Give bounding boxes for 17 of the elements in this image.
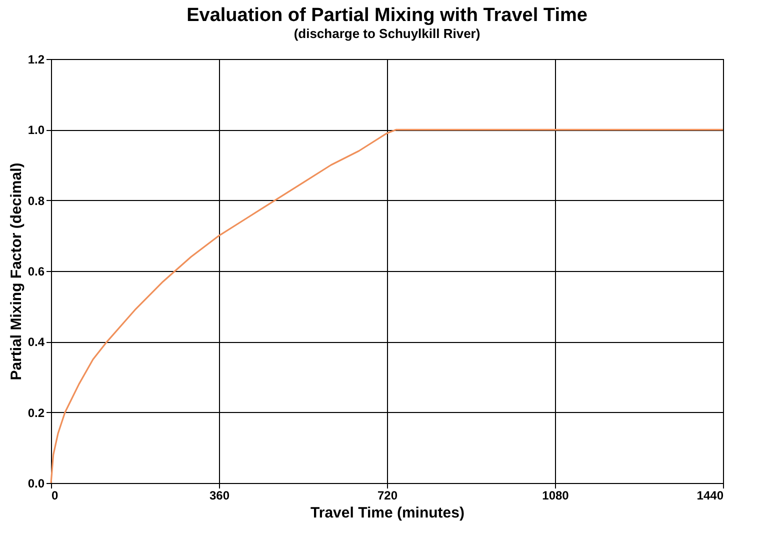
x-tick-label: 0 xyxy=(52,488,58,502)
x-tick-label: 720 xyxy=(377,488,398,502)
x-axis-title: Travel Time (minutes) xyxy=(310,504,464,522)
y-tick-label: 0.6 xyxy=(28,264,45,278)
line-series xyxy=(50,128,724,484)
y-tick-label: 1.2 xyxy=(28,52,45,66)
x-tick-label: 360 xyxy=(209,488,230,502)
y-tick-label: 0.2 xyxy=(28,406,45,420)
x-tick-label: 1080 xyxy=(542,488,570,502)
chart-title: Evaluation of Partial Mixing with Travel Time xyxy=(186,5,588,26)
y-axis-title: Partial Mixing Factor (decimal) xyxy=(8,162,25,380)
y-tick-label: 0.0 xyxy=(28,476,45,490)
y-tick-label: 1.0 xyxy=(28,123,45,138)
x-tick-label: 1440 xyxy=(696,488,724,502)
y-tick-label: 0.4 xyxy=(28,335,45,350)
chart-subtitle: (discharge to Schuylkill River) xyxy=(294,26,480,41)
y-tick-label: 0.8 xyxy=(28,194,45,208)
